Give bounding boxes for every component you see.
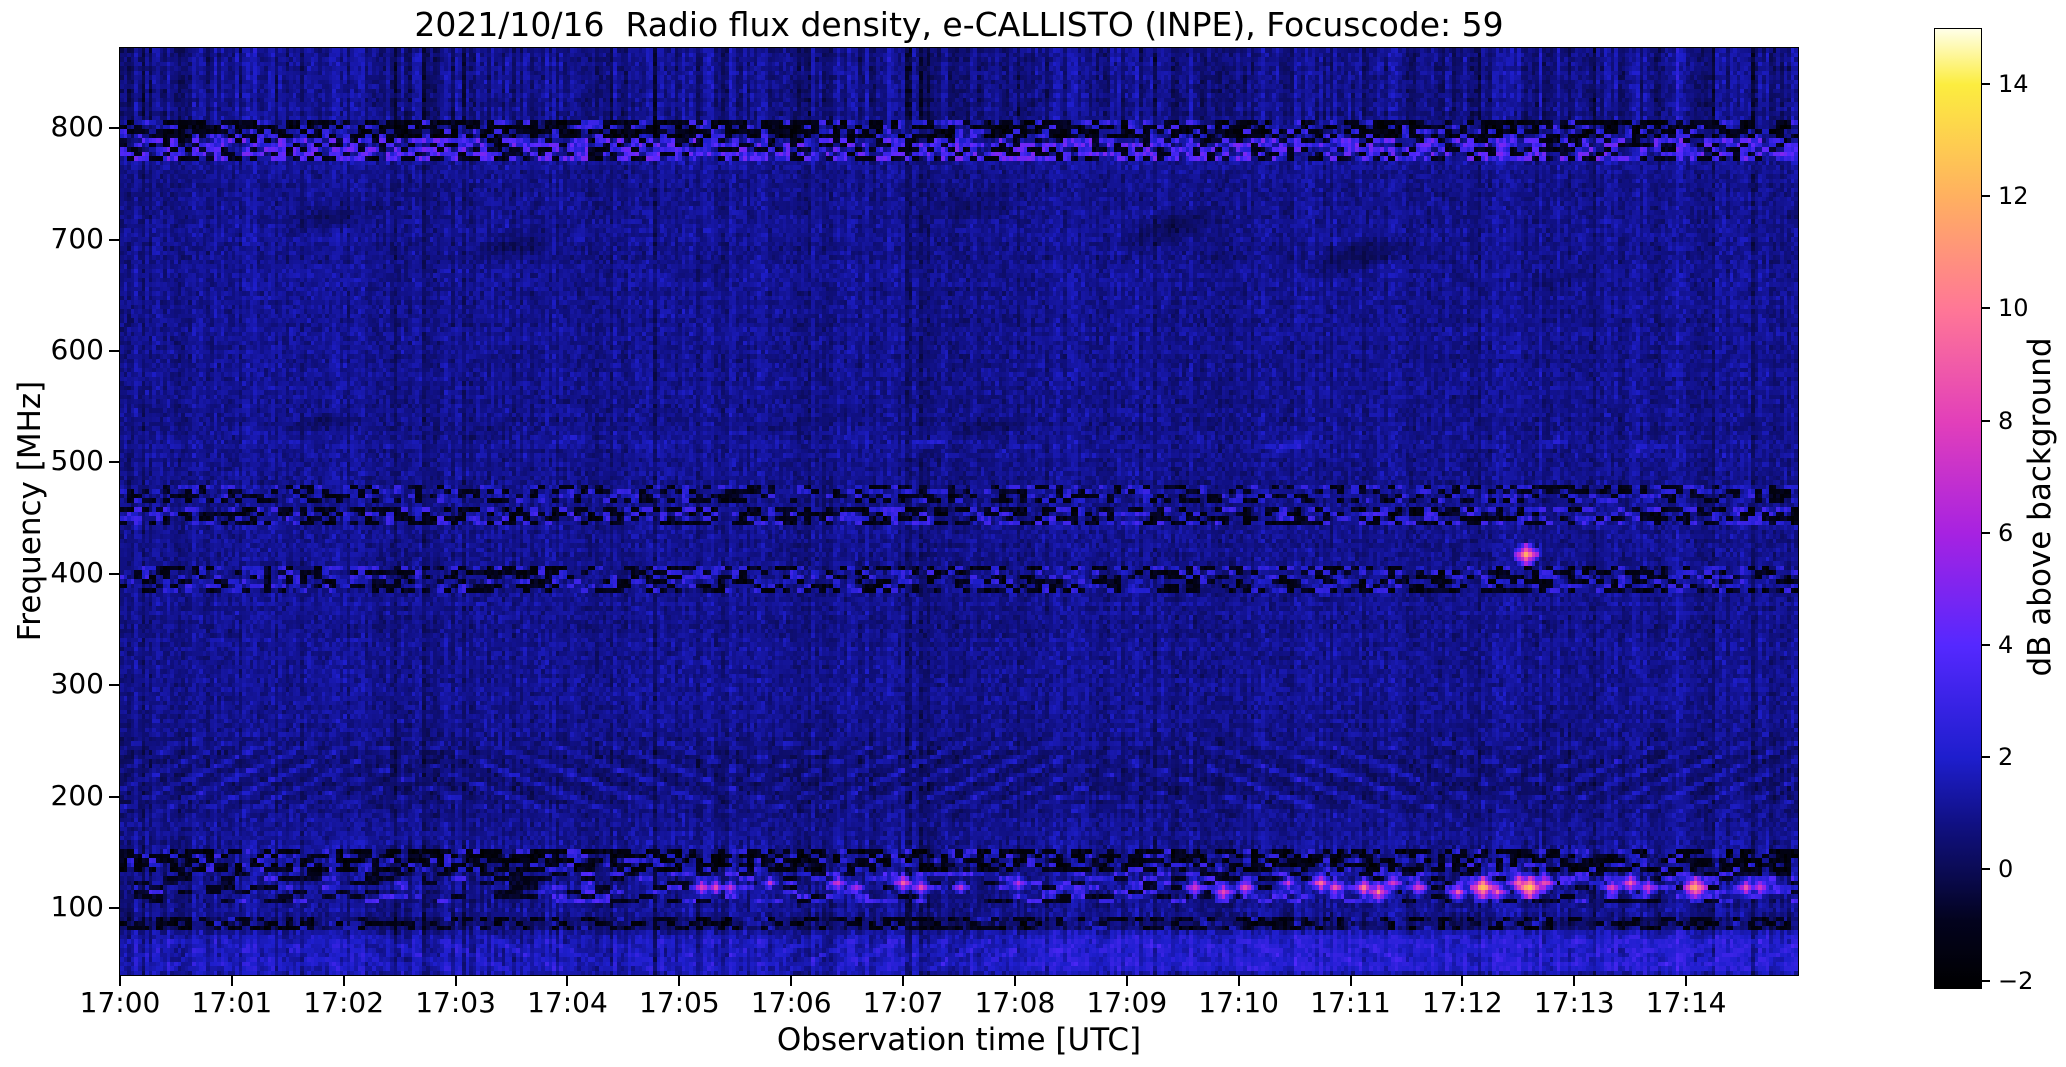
x-tick bbox=[566, 976, 569, 986]
y-tick bbox=[109, 127, 119, 130]
x-tick bbox=[902, 976, 905, 986]
colorbar-tick-label: 6 bbox=[1998, 518, 2014, 547]
y-axis-label: Frequency [MHz] bbox=[12, 380, 48, 642]
x-tick bbox=[1461, 976, 1464, 986]
y-tick bbox=[109, 350, 119, 353]
x-tick bbox=[342, 976, 345, 986]
y-tick bbox=[109, 572, 119, 575]
colorbar-tick-label: 2 bbox=[1998, 743, 2014, 772]
x-tick bbox=[1349, 976, 1352, 986]
y-tick-label: 400 bbox=[50, 555, 104, 589]
x-tick bbox=[1013, 976, 1016, 986]
colorbar-tick bbox=[1982, 419, 1990, 422]
y-tick-label: 100 bbox=[50, 889, 104, 923]
colorbar-label: dB above background bbox=[2022, 337, 2058, 677]
x-tick-label: 17:06 bbox=[750, 986, 832, 1019]
x-tick bbox=[1573, 976, 1576, 986]
y-tick-label: 800 bbox=[50, 110, 104, 144]
y-tick bbox=[109, 684, 119, 687]
x-tick bbox=[454, 976, 457, 986]
colorbar-tick bbox=[1982, 643, 1990, 646]
x-tick bbox=[230, 976, 233, 986]
colorbar bbox=[1934, 28, 1982, 989]
colorbar-tick bbox=[1982, 756, 1990, 759]
spectrogram-heatmap bbox=[120, 48, 1798, 975]
plot-frame bbox=[119, 47, 1799, 976]
colorbar-tick-label: 4 bbox=[1998, 630, 2014, 659]
chart-title: 2021/10/16 Radio flux density, e-CALLIST… bbox=[414, 5, 1504, 44]
colorbar-tick-label: 14 bbox=[1998, 70, 2029, 99]
colorbar-tick bbox=[1982, 307, 1990, 310]
x-tick-label: 17:04 bbox=[527, 986, 608, 1019]
x-tick bbox=[678, 976, 681, 986]
y-tick-label: 200 bbox=[50, 778, 104, 812]
colorbar-tick-label: 8 bbox=[1998, 406, 2014, 435]
x-tick-label: 17:13 bbox=[1533, 986, 1615, 1019]
colorbar-tick-label: 12 bbox=[1998, 182, 2029, 211]
x-tick-label: 17:02 bbox=[303, 986, 385, 1019]
colorbar-tick bbox=[1982, 83, 1990, 86]
x-tick-label: 17:11 bbox=[1310, 986, 1391, 1019]
colorbar-tick-label: −2 bbox=[1998, 967, 2034, 996]
y-tick bbox=[109, 795, 119, 798]
x-tick-label: 17:14 bbox=[1645, 986, 1727, 1019]
x-tick bbox=[119, 976, 121, 986]
x-tick-label: 17:01 bbox=[191, 986, 273, 1019]
x-tick bbox=[1685, 976, 1688, 986]
x-tick-label: 17:10 bbox=[1198, 986, 1280, 1019]
colorbar-tick bbox=[1982, 980, 1990, 983]
y-tick-label: 600 bbox=[50, 332, 104, 366]
x-tick bbox=[1237, 976, 1240, 986]
colorbar-tick-label: 0 bbox=[1998, 855, 2014, 884]
x-tick-label: 17:12 bbox=[1422, 986, 1503, 1019]
x-tick bbox=[790, 976, 793, 986]
x-tick-label: 17:05 bbox=[638, 986, 720, 1019]
colorbar-tick bbox=[1982, 195, 1990, 198]
x-tick-label: 17:03 bbox=[415, 986, 496, 1019]
y-tick-label: 700 bbox=[50, 221, 104, 255]
colorbar-tick-label: 10 bbox=[1998, 294, 2029, 323]
y-tick bbox=[109, 238, 119, 241]
x-tick-label: 17:00 bbox=[79, 986, 161, 1019]
y-tick bbox=[109, 461, 119, 464]
y-tick-label: 300 bbox=[50, 667, 104, 701]
x-tick-label: 17:08 bbox=[974, 986, 1056, 1019]
colorbar-tick bbox=[1982, 868, 1990, 871]
x-tick-label: 17:07 bbox=[862, 986, 944, 1019]
x-axis-label: Observation time [UTC] bbox=[776, 1022, 1142, 1058]
x-tick bbox=[1125, 976, 1128, 986]
y-tick bbox=[109, 907, 119, 910]
x-tick-label: 17:09 bbox=[1086, 986, 1168, 1019]
y-tick-label: 500 bbox=[50, 444, 104, 478]
colorbar-tick bbox=[1982, 531, 1990, 534]
